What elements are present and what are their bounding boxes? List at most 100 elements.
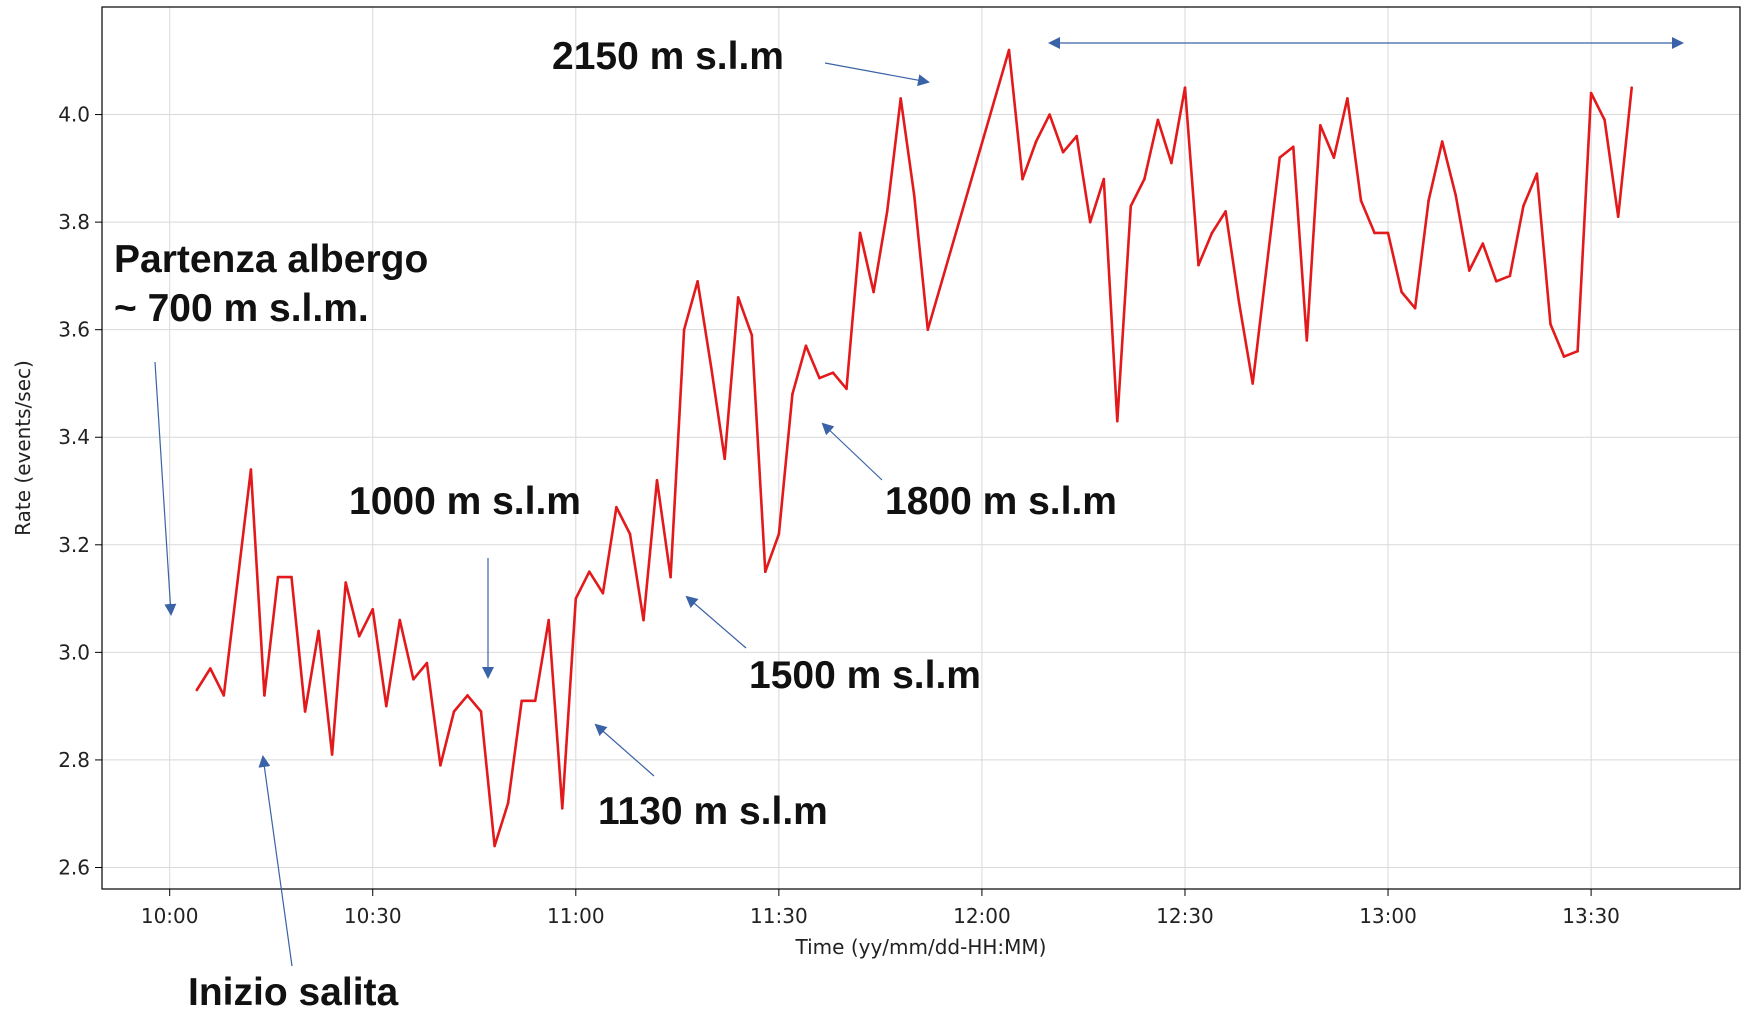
arrow-1800: [821, 422, 883, 481]
annotation-arrows: [154, 37, 1684, 967]
data-point: [1143, 177, 1146, 181]
data-point: [1440, 140, 1444, 143]
data-point: [1048, 113, 1051, 116]
data-point: [1576, 349, 1579, 353]
data-point: [1603, 118, 1606, 122]
data-point: [1156, 118, 1160, 122]
grid: [102, 7, 1740, 889]
data-point: [236, 581, 239, 584]
data-point: [547, 618, 550, 622]
data-point: [1481, 242, 1485, 245]
series-points: [195, 48, 1633, 848]
data-point: [601, 591, 605, 595]
arrow-2150: [824, 62, 930, 87]
data-point: [1292, 145, 1295, 149]
data-point: [1359, 199, 1363, 202]
data-point: [1197, 263, 1200, 267]
y-axis-label: Rate (events/sec): [11, 360, 35, 536]
data-point: [831, 371, 835, 375]
data-point: [209, 667, 212, 670]
arrow-partenza: [154, 361, 177, 616]
data-point: [1522, 204, 1525, 208]
data-point: [493, 844, 496, 848]
data-point: [818, 376, 821, 380]
x-tick-label: 13:00: [1359, 904, 1417, 928]
data-point: [398, 618, 402, 622]
data-point: [195, 688, 199, 692]
annotation-partenza-line1: Partenza albergo: [114, 238, 428, 281]
x-tick-label: 11:00: [547, 904, 605, 928]
x-tick-label: 12:00: [953, 904, 1011, 928]
data-point: [669, 575, 672, 579]
data-point: [344, 581, 348, 584]
data-point: [1264, 269, 1268, 272]
data-point: [1346, 97, 1349, 100]
data-point: [1183, 86, 1187, 89]
data-point: [1007, 48, 1011, 52]
data-point: [479, 710, 483, 713]
data-point: [222, 694, 226, 697]
annotation-partenza-line2: ~ 700 m s.l.m.: [114, 287, 369, 330]
data-point: [682, 328, 686, 332]
arrow-1130: [594, 723, 655, 777]
y-tick-label: 2.8: [58, 748, 90, 772]
series-layer: [195, 48, 1633, 848]
series-line-0: [195, 48, 1633, 848]
data-point: [561, 807, 564, 810]
data-point: [357, 634, 361, 638]
x-tick-label: 10:30: [344, 904, 402, 928]
y-tick-label: 3.0: [58, 640, 90, 664]
y-tick-label: 3.4: [58, 425, 90, 449]
data-point: [872, 290, 875, 294]
data-point: [1102, 177, 1106, 181]
data-point: [385, 704, 388, 708]
data-point: [858, 231, 862, 235]
data-point: [520, 699, 523, 703]
data-point: [276, 575, 280, 579]
data-point: [574, 597, 578, 600]
data-point: [1562, 355, 1566, 358]
annotation-1500: 1500 m s.l.m: [749, 654, 981, 697]
data-point: [1251, 382, 1254, 385]
data-point: [1630, 86, 1633, 89]
data-point: [615, 505, 618, 509]
data-point: [1088, 220, 1092, 224]
data-point: [1468, 269, 1471, 272]
annotation-2150: 2150 m s.l.m: [552, 35, 784, 78]
data-point: [1549, 323, 1552, 326]
data-point: [723, 457, 726, 461]
x-tick-label: 11:30: [750, 904, 808, 928]
data-point: [533, 699, 537, 703]
data-point: [696, 280, 699, 283]
data-point: [1170, 161, 1173, 165]
y-axis: 2.6 2.8 3.0 3.2 3.4 3.6 3.8 4.0: [58, 103, 102, 879]
data-point: [764, 570, 767, 573]
x-tick-label: 13:30: [1562, 904, 1620, 928]
data-point: [1616, 215, 1620, 218]
data-point: [791, 392, 794, 396]
data-point: [1413, 306, 1417, 310]
annotation-1000: 1000 m s.l.m: [349, 480, 581, 523]
arrow-1500: [685, 595, 747, 649]
data-point: [466, 694, 469, 697]
data-point: [588, 570, 591, 573]
data-point: [1535, 172, 1539, 175]
plot-background: [102, 7, 1740, 889]
data-point: [1075, 134, 1078, 138]
arrow-inizio: [258, 755, 293, 967]
x-tick-label: 10:00: [141, 904, 199, 928]
y-tick-label: 3.6: [58, 318, 90, 342]
data-point: [1495, 280, 1498, 283]
data-point: [1332, 156, 1336, 159]
data-point: [1237, 301, 1241, 305]
data-point: [263, 694, 266, 697]
data-point: [1021, 177, 1024, 181]
annotations: 2150 m s.l.m Partenza albergo ~ 700 m s.…: [114, 35, 1117, 1013]
data-point: [642, 618, 645, 622]
data-point: [1508, 274, 1512, 278]
data-point: [330, 753, 334, 756]
plot-frame: [101, 6, 1741, 890]
data-point: [1427, 199, 1430, 202]
data-point: [1373, 231, 1376, 235]
